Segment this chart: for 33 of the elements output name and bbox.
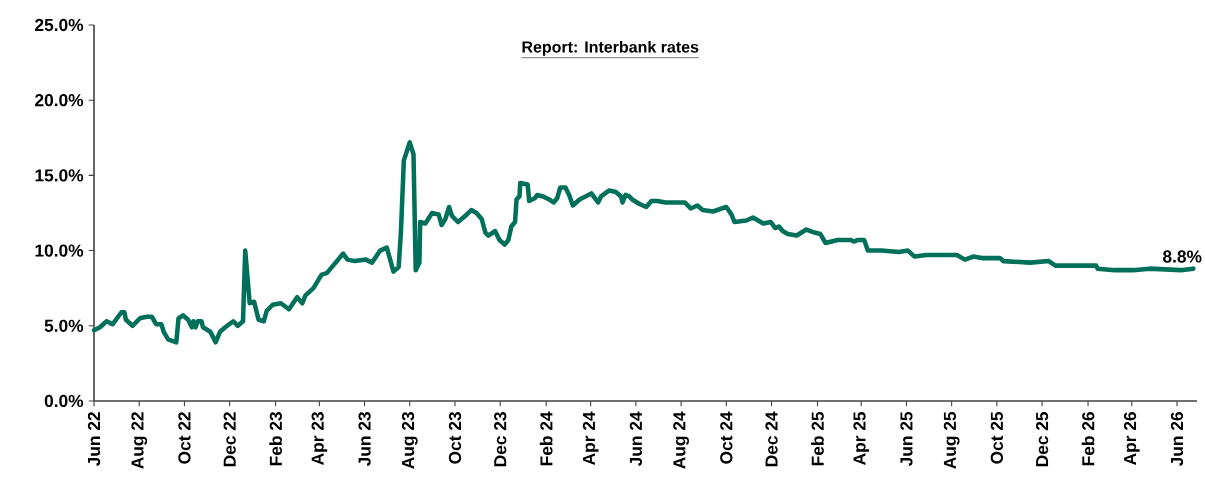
x-tick-label: Apr 23 xyxy=(311,412,328,465)
x-tick-label: Aug 24 xyxy=(673,411,689,469)
x-tick-label: Feb 26 xyxy=(1081,412,1095,466)
x-tick-label: Aug 25 xyxy=(943,411,960,469)
x-tick-label: Feb 24 xyxy=(539,411,553,466)
x-tick-label: Feb 25 xyxy=(811,411,824,466)
x-tick-label: Feb 23 xyxy=(269,412,282,466)
y-tick-label: 20.0% xyxy=(35,94,84,107)
x-tick-label: Oct 24 xyxy=(720,411,733,464)
x-tick-label: Dec 23 xyxy=(494,412,507,467)
x-tick-label: Oct 22 xyxy=(178,412,191,464)
x-tick-label: Apr 26 xyxy=(1123,412,1140,465)
x-tick-label: Jun 22 xyxy=(87,412,101,467)
annotation: 8.8% xyxy=(1163,250,1202,263)
text: Report: Interbank rates xyxy=(522,40,699,56)
x-tick-label: Jun 24 xyxy=(629,411,642,467)
y-tick-label: 10.0% xyxy=(35,244,84,257)
y-tick-label: 5.0% xyxy=(44,319,84,332)
x-tick-label: Dec 22 xyxy=(223,412,236,467)
x-tick-label: Oct 25 xyxy=(990,411,1003,464)
x-tick-label: Oct 23 xyxy=(448,412,462,464)
x-tick-label: Aug 22 xyxy=(131,412,148,469)
x-tick-label: Apr 25 xyxy=(853,411,870,465)
x-tick-label: Apr 24 xyxy=(582,411,599,465)
y-tick-label: 0.0% xyxy=(44,394,84,408)
x-tick-label: Jun 23 xyxy=(358,412,371,467)
x-tick-label: Aug 23 xyxy=(401,412,418,469)
x-tick-label: Dec 24 xyxy=(765,411,778,467)
x-tick-label: Jun 26 xyxy=(1170,412,1184,467)
x-tick-label: Dec 25 xyxy=(1035,411,1049,467)
x-tick-label: Jun 25 xyxy=(900,411,913,467)
y-tick-label: 15.0% xyxy=(35,169,84,182)
y-tick-label: 25.0% xyxy=(35,18,84,32)
